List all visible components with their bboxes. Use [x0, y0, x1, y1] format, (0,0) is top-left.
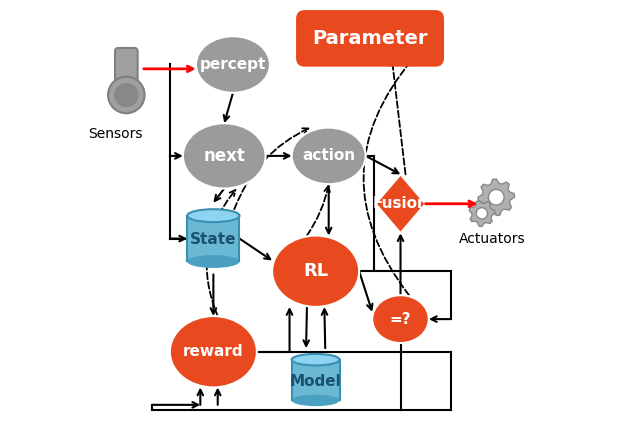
Bar [188, 215, 239, 261]
Text: State: State [190, 233, 237, 247]
FancyBboxPatch shape [115, 48, 138, 96]
Text: Fusion: Fusion [372, 196, 428, 211]
FancyBboxPatch shape [296, 10, 444, 67]
Bar [292, 360, 340, 400]
Ellipse shape [272, 236, 359, 307]
Text: percept: percept [200, 57, 266, 72]
Circle shape [488, 189, 504, 205]
Ellipse shape [188, 209, 239, 222]
Text: RL: RL [303, 262, 328, 280]
Text: Parameter: Parameter [312, 29, 428, 48]
Text: Actuators: Actuators [459, 232, 525, 246]
Circle shape [476, 208, 488, 219]
Text: action: action [302, 148, 355, 163]
Polygon shape [376, 174, 426, 233]
Text: reward: reward [183, 344, 244, 359]
Ellipse shape [292, 354, 340, 365]
Ellipse shape [170, 316, 257, 388]
Polygon shape [469, 201, 495, 226]
Text: Sensors: Sensors [88, 127, 143, 141]
Circle shape [114, 83, 138, 107]
Ellipse shape [292, 127, 365, 184]
Ellipse shape [292, 395, 340, 406]
Text: =?: =? [390, 311, 412, 327]
Text: Model: Model [290, 374, 342, 389]
Polygon shape [478, 179, 515, 215]
Ellipse shape [372, 295, 429, 343]
Text: next: next [204, 147, 245, 165]
Ellipse shape [183, 123, 266, 188]
Circle shape [108, 77, 145, 113]
Ellipse shape [188, 255, 239, 268]
Ellipse shape [196, 36, 270, 93]
